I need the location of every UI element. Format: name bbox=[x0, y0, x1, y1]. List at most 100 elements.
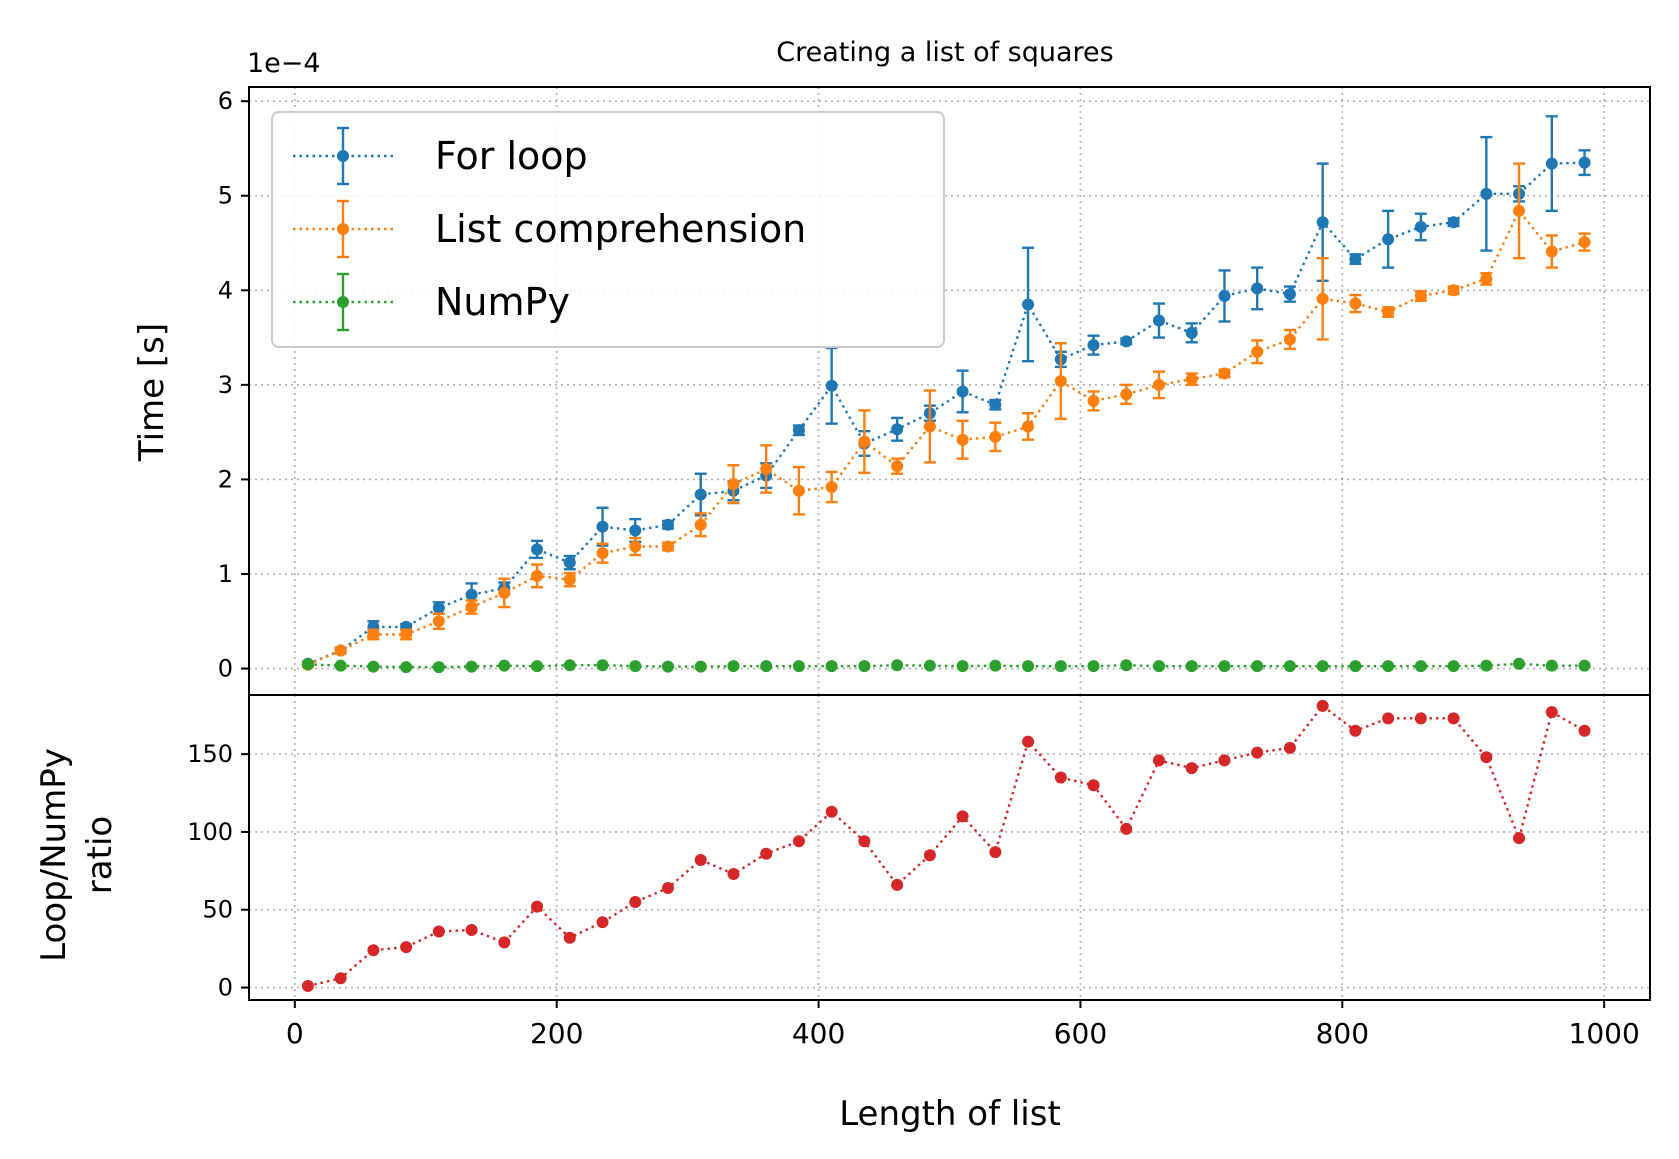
data-point-for-loop bbox=[432, 602, 445, 615]
data-point-numpy bbox=[432, 661, 445, 674]
legend-entry-list-comprehension: List comprehension bbox=[293, 199, 806, 259]
legend-marker-numpy bbox=[337, 296, 349, 308]
timing-y-tick-label: 1 bbox=[218, 560, 233, 588]
data-point-ratio bbox=[1120, 822, 1133, 835]
series-line-numpy bbox=[307, 662, 1585, 669]
data-point-numpy bbox=[1382, 660, 1395, 673]
series-list-comprehension bbox=[301, 162, 1591, 671]
legend: For loop List comprehension NumPy bbox=[271, 111, 945, 348]
data-point-ratio bbox=[727, 867, 740, 880]
data-point-ratio bbox=[760, 847, 773, 860]
ratio-y-tick-label: 150 bbox=[187, 740, 233, 768]
data-point-list-comprehension bbox=[334, 644, 347, 657]
data-point-numpy bbox=[1349, 660, 1362, 673]
data-point-list-comprehension bbox=[1349, 297, 1362, 310]
data-point-list-comprehension bbox=[1414, 289, 1427, 302]
data-point-numpy bbox=[1022, 660, 1035, 673]
data-point-numpy bbox=[498, 659, 511, 672]
data-point-numpy bbox=[1054, 660, 1067, 673]
data-point-numpy bbox=[400, 661, 413, 674]
y-offset-label: 1e−4 bbox=[247, 48, 321, 79]
data-point-for-loop bbox=[1218, 289, 1231, 302]
data-point-numpy bbox=[1087, 660, 1100, 673]
data-point-list-comprehension bbox=[498, 586, 511, 599]
data-point-list-comprehension bbox=[923, 420, 936, 433]
legend-entry-numpy: NumPy bbox=[293, 272, 570, 332]
data-point-numpy bbox=[891, 659, 904, 672]
data-point-list-comprehension bbox=[989, 430, 1002, 443]
ratio-y-axis-title-line1: Loop/NumPy bbox=[34, 748, 74, 962]
legend-entries: For loop List comprehension NumPy bbox=[293, 126, 806, 332]
data-point-numpy bbox=[825, 660, 838, 673]
data-point-for-loop bbox=[465, 588, 478, 601]
data-point-list-comprehension bbox=[432, 615, 445, 628]
data-point-ratio bbox=[1152, 754, 1165, 767]
data-point-for-loop bbox=[694, 488, 707, 501]
data-point-list-comprehension bbox=[1578, 236, 1591, 249]
series-numpy bbox=[301, 657, 1591, 674]
data-point-list-comprehension bbox=[1120, 388, 1133, 401]
data-point-ratio bbox=[956, 810, 969, 823]
data-point-numpy bbox=[989, 659, 1002, 672]
data-point-ratio bbox=[432, 925, 445, 938]
data-point-for-loop bbox=[1447, 216, 1460, 229]
timing-y-tick-label: 0 bbox=[218, 655, 233, 683]
data-point-numpy bbox=[661, 660, 674, 673]
data-point-ratio bbox=[629, 895, 642, 908]
data-point-numpy bbox=[1152, 660, 1165, 673]
data-point-for-loop bbox=[1578, 156, 1591, 169]
data-point-numpy bbox=[694, 660, 707, 673]
y-axis-title: Time [s] bbox=[132, 323, 172, 462]
data-point-ratio bbox=[858, 835, 871, 848]
data-point-ratio bbox=[1578, 724, 1591, 737]
data-point-for-loop bbox=[531, 543, 544, 556]
data-point-list-comprehension bbox=[1054, 375, 1067, 388]
data-point-list-comprehension bbox=[1283, 333, 1296, 346]
data-point-ratio bbox=[694, 853, 707, 866]
ratio-y-tick-label: 100 bbox=[187, 818, 233, 846]
data-point-numpy bbox=[531, 660, 544, 673]
data-point-for-loop bbox=[563, 556, 576, 569]
x-tick-label: 0 bbox=[286, 1017, 304, 1050]
data-point-ratio bbox=[989, 846, 1002, 859]
timing-y-tick-label: 6 bbox=[218, 87, 233, 115]
data-point-list-comprehension bbox=[629, 540, 642, 553]
data-point-ratio bbox=[891, 878, 904, 891]
data-point-list-comprehension bbox=[563, 573, 576, 586]
data-point-list-comprehension bbox=[1513, 204, 1526, 217]
data-point-list-comprehension bbox=[727, 478, 740, 491]
data-point-list-comprehension bbox=[858, 435, 871, 448]
legend-label-for-loop: For loop bbox=[435, 134, 588, 178]
data-point-numpy bbox=[563, 659, 576, 672]
data-point-numpy bbox=[956, 660, 969, 673]
data-point-for-loop bbox=[1382, 233, 1395, 246]
data-point-ratio bbox=[334, 972, 347, 985]
data-point-ratio bbox=[1218, 754, 1231, 767]
data-point-ratio bbox=[792, 835, 805, 848]
data-point-list-comprehension bbox=[956, 433, 969, 446]
legend-marker-for-loop bbox=[337, 150, 349, 162]
data-point-list-comprehension bbox=[825, 480, 838, 493]
data-point-numpy bbox=[1545, 659, 1558, 672]
data-point-list-comprehension bbox=[1218, 367, 1231, 380]
data-point-ratio bbox=[367, 944, 380, 957]
data-point-numpy bbox=[629, 660, 642, 673]
data-point-ratio bbox=[923, 849, 936, 862]
ratio-panel: 0 50 100 150 0 200 400 600 800 1000 Loop/NumPy r… bbox=[34, 694, 1651, 1134]
data-point-numpy bbox=[367, 660, 380, 673]
data-point-numpy bbox=[465, 660, 478, 673]
data-point-list-comprehension bbox=[891, 460, 904, 473]
data-point-ratio bbox=[1545, 706, 1558, 719]
data-point-for-loop bbox=[1316, 216, 1329, 229]
timing-series bbox=[301, 115, 1591, 674]
data-point-list-comprehension bbox=[1316, 292, 1329, 305]
data-point-for-loop bbox=[956, 385, 969, 398]
data-point-list-comprehension bbox=[531, 569, 544, 582]
data-point-ratio bbox=[825, 805, 838, 818]
data-point-numpy bbox=[1185, 660, 1198, 673]
x-tick-label: 800 bbox=[1316, 1017, 1369, 1050]
data-point-list-comprehension bbox=[1185, 373, 1198, 386]
x-ticks: 0 200 400 600 800 1000 bbox=[286, 1000, 1640, 1050]
data-point-ratio bbox=[1480, 751, 1493, 764]
